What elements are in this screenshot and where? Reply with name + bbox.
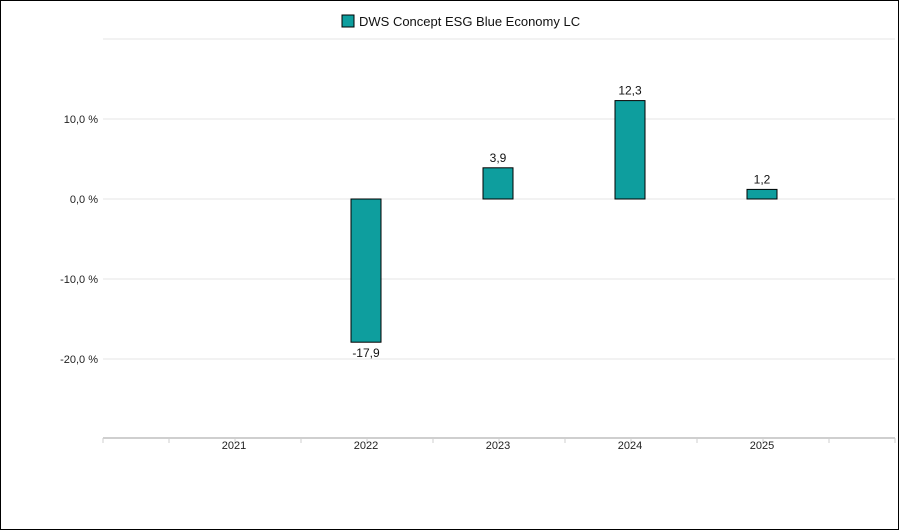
y-tick-label: -20,0 % bbox=[60, 354, 98, 366]
legend-label: DWS Concept ESG Blue Economy LC bbox=[359, 14, 580, 29]
data-label-2025: 1,2 bbox=[754, 172, 771, 186]
data-label-2024: 12,3 bbox=[618, 84, 642, 98]
x-tick-label: 2023 bbox=[486, 440, 510, 452]
y-tick-label: -10,0 % bbox=[60, 274, 98, 286]
legend[interactable]: DWS Concept ESG Blue Economy LC bbox=[341, 14, 580, 29]
x-tick-label: 2025 bbox=[750, 440, 774, 452]
legend-swatch bbox=[341, 14, 355, 28]
bars bbox=[350, 100, 778, 343]
bar-2022[interactable] bbox=[350, 198, 382, 343]
data-label-2023: 3,9 bbox=[490, 151, 507, 165]
data-labels: -17,9 3,9 12,3 1,2 bbox=[352, 84, 770, 361]
data-label-2022: -17,9 bbox=[352, 346, 380, 360]
x-axis: 2021 2022 2023 2024 2025 bbox=[102, 437, 896, 452]
bar-2024[interactable] bbox=[614, 100, 646, 200]
x-tick-label: 2022 bbox=[354, 440, 378, 452]
x-tick-label: 2024 bbox=[618, 440, 642, 452]
y-tick-label: 0,0 % bbox=[70, 194, 98, 206]
bar-2023[interactable] bbox=[482, 167, 514, 200]
y-axis: 10,0 % 0,0 % -10,0 % -20,0 % bbox=[60, 114, 98, 366]
bar-2025[interactable] bbox=[746, 188, 778, 200]
x-tick-label: 2021 bbox=[222, 440, 246, 452]
y-tick-label: 10,0 % bbox=[64, 114, 98, 126]
